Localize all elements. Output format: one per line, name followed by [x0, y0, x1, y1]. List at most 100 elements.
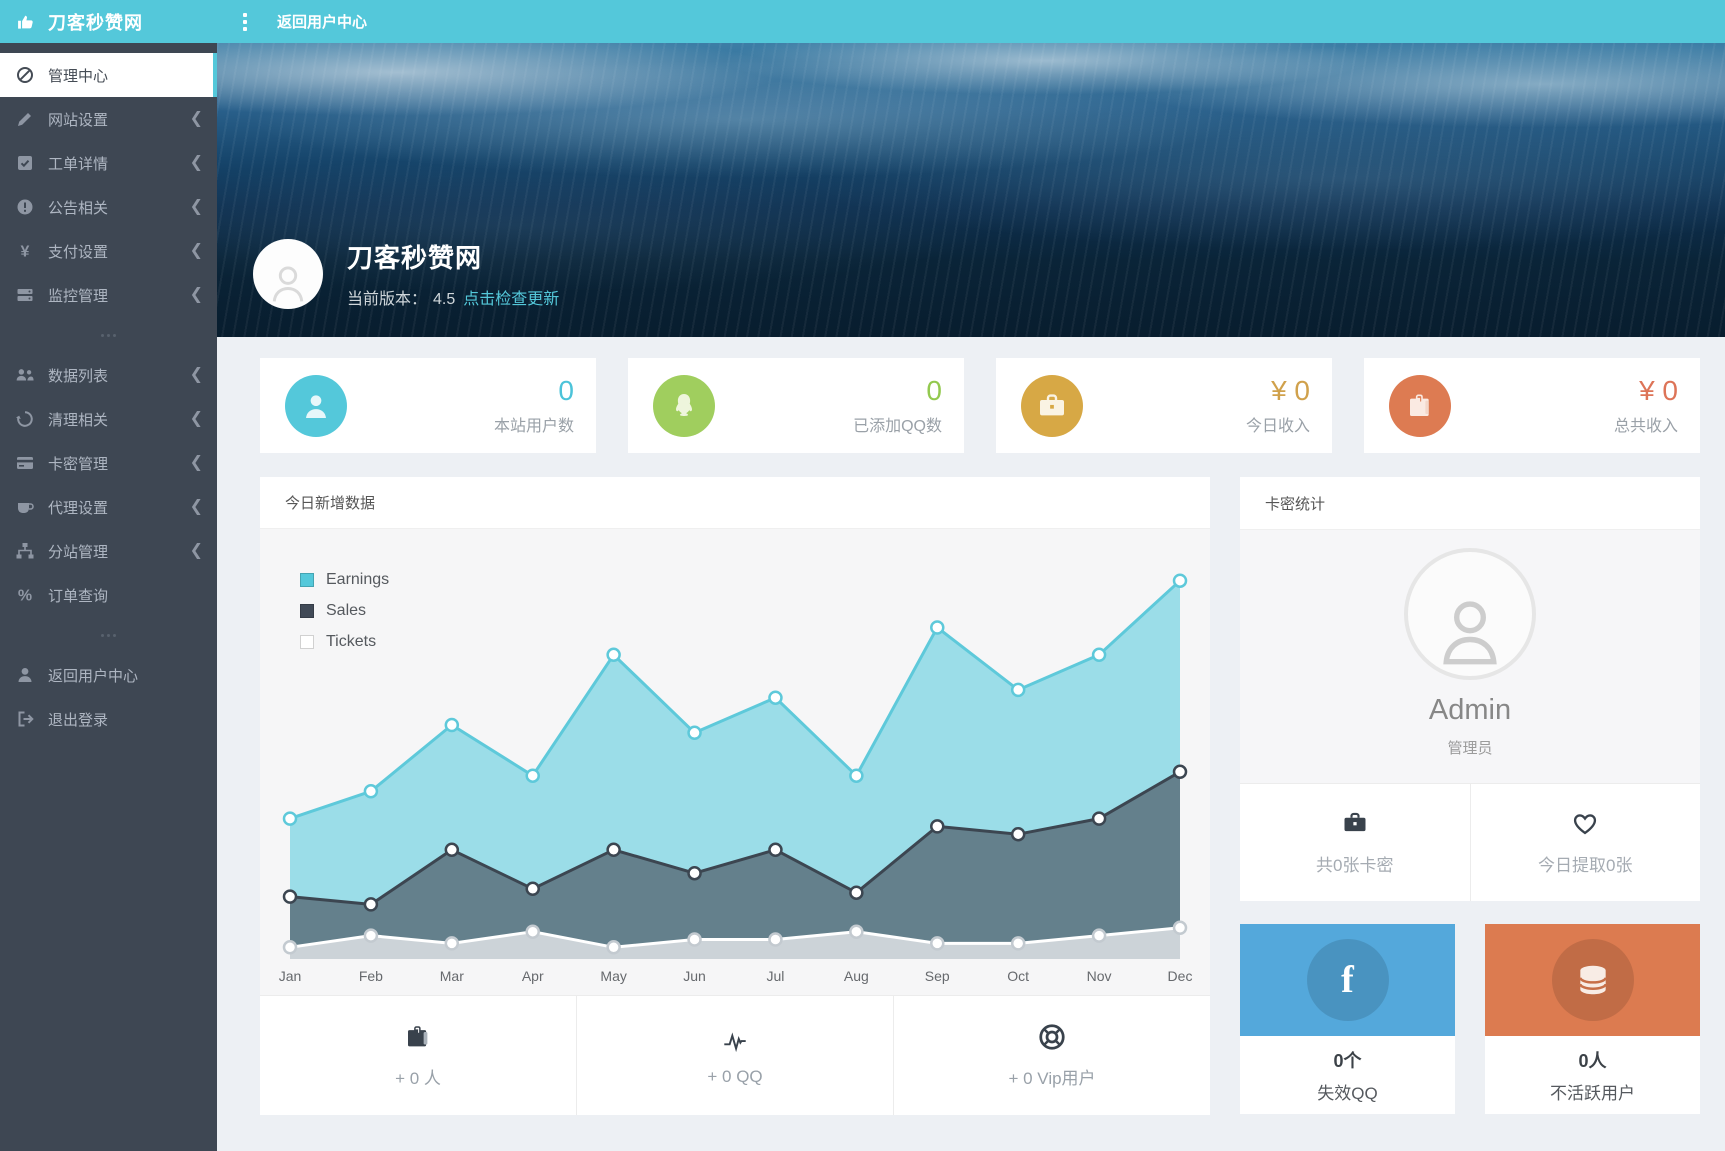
chevron-left-icon: ❮: [189, 286, 203, 303]
today-stat-vip: + 0 Vip用户: [893, 996, 1210, 1115]
mini-card-value: 0个: [1333, 1050, 1362, 1071]
app-title: 刀客秒赞网: [48, 12, 143, 33]
svg-text:Sep: Sep: [925, 968, 950, 984]
server-icon: [15, 285, 35, 305]
user-icon: [15, 665, 35, 685]
chevron-left-icon: ❮: [189, 242, 203, 259]
brand: 刀客秒赞网: [0, 9, 217, 35]
cell-label: 共0张卡密: [1316, 856, 1394, 875]
yen-icon: ¥: [15, 241, 35, 261]
card-key-stats-panel: 卡密统计 Admin 管理员 共0张卡密: [1240, 477, 1700, 901]
legend-item-tickets[interactable]: Tickets: [300, 633, 389, 651]
stat-value: 0: [558, 374, 574, 406]
svg-text:Jan: Jan: [279, 968, 302, 984]
stat-value: ¥ 0: [1639, 374, 1678, 406]
admin-name: Admin: [1428, 694, 1512, 726]
today-stats-row: + 0 人 + 0 QQ + 0 Vip用户: [260, 995, 1210, 1115]
sidebar-item-返回用户中心[interactable]: 返回用户中心: [0, 653, 217, 697]
top-bar: 刀客秒赞网 返回用户中心: [0, 0, 1725, 43]
percent-icon: %: [15, 585, 35, 605]
sidebar-item-管理中心[interactable]: 管理中心: [0, 53, 217, 97]
sidebar-item-代理设置[interactable]: 代理设置 ❮: [0, 485, 217, 529]
briefcase-icon: [1021, 374, 1083, 437]
sidebar-item-卡密管理[interactable]: 卡密管理 ❮: [0, 441, 217, 485]
legend-swatch: [300, 573, 314, 587]
panel-title: 卡密统计: [1240, 477, 1700, 530]
back-to-user-center-link[interactable]: 返回用户中心: [277, 14, 368, 31]
total-cards-cell: 共0张卡密: [1240, 784, 1470, 901]
sidebar-item-label: 工单详情: [48, 155, 109, 173]
svg-text:Apr: Apr: [522, 968, 544, 984]
chevron-left-icon: ❮: [189, 366, 203, 383]
svg-text:¥: ¥: [21, 244, 30, 261]
version-value: 4.5: [433, 291, 456, 308]
sidebar-item-支付设置[interactable]: ¥ 支付设置 ❮: [0, 229, 217, 273]
sidebar-item-label: 管理中心: [48, 67, 109, 85]
sidebar-item-label: 数据列表: [48, 367, 109, 385]
stat-card-qq: 0 已添加QQ数: [628, 358, 964, 453]
dashboard-icon: [15, 65, 35, 85]
today-data-panel: 今日新增数据 Jan Feb Mar Apr May Jun Jul Aug Sep Oct Nov…: [260, 477, 1210, 1115]
stat-label: 总共收入: [1613, 417, 1678, 435]
sidebar-item-退出登录[interactable]: 退出登录: [0, 697, 217, 741]
sidebar-item-分站管理[interactable]: 分站管理 ❮: [0, 529, 217, 573]
svg-text:%: %: [18, 588, 32, 605]
menu-toggle-icon[interactable]: [243, 12, 247, 31]
facebook-icon: f: [1306, 939, 1389, 1021]
today-stat-label: + 0 人: [395, 1069, 441, 1088]
sidebar-item-数据列表[interactable]: 数据列表 ❮: [0, 353, 217, 397]
site-title: 刀客秒赞网: [347, 243, 483, 273]
cup-icon: [15, 497, 35, 517]
sidebar-divider: [0, 617, 217, 653]
chevron-left-icon: ❮: [189, 198, 203, 215]
sidebar-item-网站设置[interactable]: 网站设置 ❮: [0, 97, 217, 141]
stat-value: 0: [926, 374, 942, 406]
invalid-qq-card: f 0个 失效QQ: [1240, 924, 1455, 1114]
admin-profile: Admin 管理员: [1240, 530, 1700, 783]
legend-label: Sales: [326, 602, 367, 619]
stat-cards-row: 0 本站用户数 0 已添加QQ数 ¥ 0 今日收入: [260, 358, 1700, 453]
chart-canvas: Jan Feb Mar Apr May Jun Jul Aug Sep Oct Nov Dec: [279, 573, 1192, 984]
signout-icon: [15, 709, 35, 729]
sidebar-item-订单查询[interactable]: % 订单查询: [0, 573, 217, 617]
chevron-left-icon: ❮: [189, 410, 203, 427]
stat-card-total-income: ¥ 0 总共收入: [1364, 358, 1700, 453]
main-content: 0 本站用户数 0 已添加QQ数 ¥ 0 今日收入: [217, 337, 1725, 1151]
svg-text:Oct: Oct: [1007, 968, 1029, 984]
today-stat-label: + 0 Vip用户: [1008, 1069, 1096, 1088]
qq-icon: [653, 374, 715, 437]
chart-legend: Earnings Sales Tickets: [300, 571, 389, 651]
check-update-link[interactable]: 点击检查更新: [463, 291, 560, 308]
sidebar-item-公告相关[interactable]: 公告相关 ❮: [0, 185, 217, 229]
admin-role: 管理员: [1447, 740, 1493, 757]
sidebar-item-label: 返回用户中心: [48, 667, 139, 685]
area-chart: Jan Feb Mar Apr May Jun Jul Aug Sep Oct Nov Dec Ear…: [260, 529, 1210, 995]
sidebar-item-label: 监控管理: [48, 287, 109, 305]
users-icon: [15, 365, 35, 385]
sidebar-item-工单详情[interactable]: 工单详情 ❮: [0, 141, 217, 185]
database-icon: [1551, 939, 1634, 1021]
pulse-icon: [720, 1025, 750, 1055]
legend-item-earnings[interactable]: Earnings: [300, 571, 389, 589]
recycle-icon: [15, 409, 35, 429]
panel-title: 今日新增数据: [260, 477, 1210, 529]
heart-icon: [1571, 809, 1599, 837]
sidebar-item-清理相关[interactable]: 清理相关 ❮: [0, 397, 217, 441]
legend-item-sales[interactable]: Sales: [300, 602, 389, 620]
stat-label: 本站用户数: [493, 417, 574, 435]
sidebar-item-label: 退出登录: [48, 711, 109, 729]
sitemap-icon: [15, 541, 35, 561]
legend-swatch: [300, 604, 314, 618]
wallet-icon: [1389, 374, 1451, 437]
chevron-left-icon: ❮: [189, 154, 203, 171]
wallet-icon: [403, 1022, 433, 1052]
svg-text:Feb: Feb: [359, 968, 383, 984]
svg-text:May: May: [600, 968, 626, 984]
mini-cards-row: f 0个 失效QQ 0人 不活跃用户: [1240, 924, 1700, 1114]
hero-banner: 刀客秒赞网 当前版本： 4.5 点击检查更新: [217, 43, 1725, 337]
right-column: 卡密统计 Admin 管理员 共0张卡密: [1240, 477, 1700, 1114]
sidebar-item-label: 支付设置: [48, 243, 109, 261]
sidebar-item-监控管理[interactable]: 监控管理 ❮: [0, 273, 217, 317]
svg-text:Nov: Nov: [1087, 968, 1112, 984]
chevron-left-icon: ❮: [189, 454, 203, 471]
